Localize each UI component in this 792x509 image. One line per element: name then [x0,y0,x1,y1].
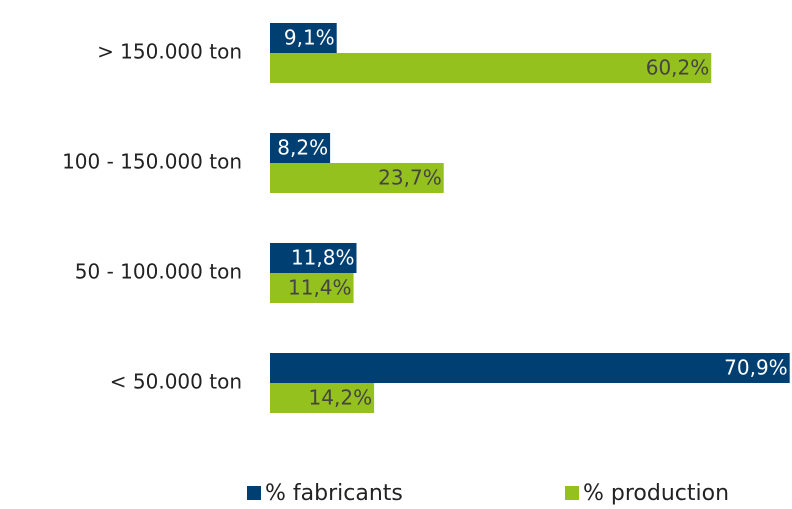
bar [270,383,375,413]
category-label: 100 - 150.000 ton [62,150,242,174]
value-label: 11,8% [291,246,355,270]
category-label: < 50.000 ton [110,370,242,394]
bar [270,23,337,53]
bar [270,163,444,193]
value-label: 23,7% [378,166,442,190]
legend-swatch [247,486,261,500]
value-label: 14,2% [309,386,373,410]
bar [270,273,354,303]
category-label: 50 - 100.000 ton [75,260,242,284]
value-label: 70,9% [724,356,788,380]
value-label: 11,4% [288,276,352,300]
value-label: 60,2% [646,56,710,80]
value-label: 9,1% [284,26,335,50]
bar [270,243,357,273]
legend-label: % fabricants [265,481,403,506]
value-label: 8,2% [277,136,328,160]
bar [270,353,790,383]
bar [270,53,712,83]
category-label: > 150.000 ton [97,40,242,64]
bar [270,133,331,163]
legend-label: % production [583,481,729,506]
legend-swatch [565,486,579,500]
